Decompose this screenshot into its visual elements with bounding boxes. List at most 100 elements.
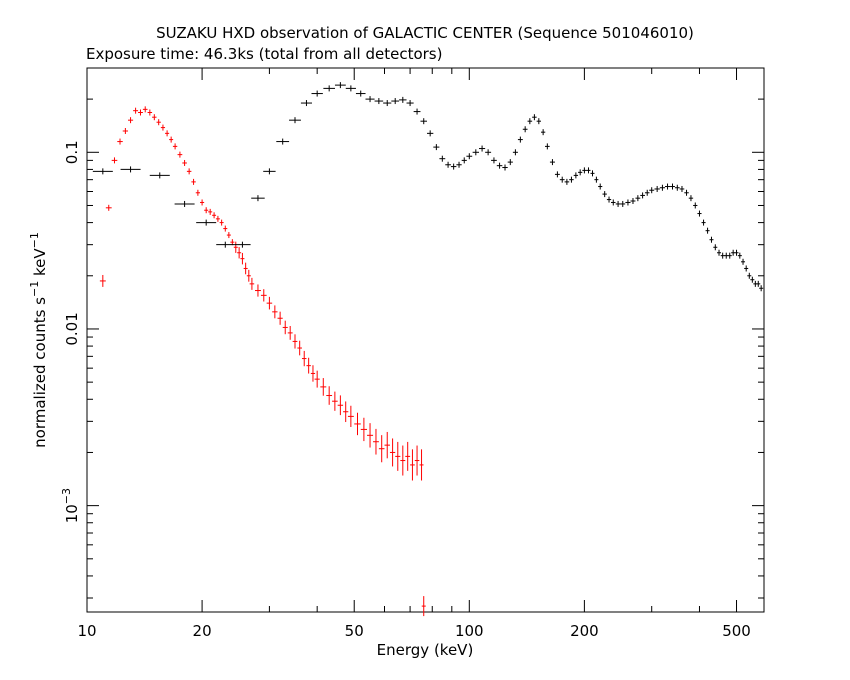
data-point (365, 96, 375, 103)
data-point (466, 153, 473, 160)
data-point (260, 289, 267, 302)
data-point (598, 183, 603, 190)
data-point (395, 441, 401, 471)
data-point (399, 96, 407, 103)
data-point (287, 326, 293, 340)
data-point (219, 219, 224, 226)
data-point (360, 417, 368, 442)
data-point (615, 200, 621, 207)
data-point (479, 145, 486, 152)
data-point (355, 90, 366, 97)
data-point (160, 124, 166, 131)
data-point (152, 114, 157, 121)
data-point (541, 129, 546, 136)
data-point (212, 212, 217, 219)
data-point (485, 149, 492, 156)
y-tick-label-base: 0.1 (63, 140, 81, 164)
data-point (491, 157, 497, 164)
x-tick-label: 200 (570, 622, 599, 640)
data-point (243, 262, 248, 275)
data-point (240, 252, 245, 265)
data-point (92, 168, 113, 175)
data-point (554, 171, 560, 178)
data-point (496, 162, 503, 169)
data-point (569, 176, 574, 183)
data-point (419, 449, 424, 481)
data-point (705, 227, 710, 234)
data-point (433, 144, 440, 151)
data-point (717, 249, 722, 256)
data-point (679, 185, 685, 192)
data-point (117, 138, 123, 145)
data-point (254, 284, 261, 297)
data-point (693, 202, 698, 209)
y-axis-ticks (87, 67, 764, 599)
data-point (234, 241, 251, 248)
y-axis-tick-labels: 0.1 0.01 10−3 (60, 140, 81, 523)
data-point (174, 200, 195, 207)
data-point (578, 169, 583, 176)
series-1 (99, 106, 426, 617)
data-point (536, 118, 542, 125)
data-point (301, 350, 307, 367)
data-point (727, 252, 732, 259)
data-point (354, 412, 361, 436)
data-point (564, 178, 570, 185)
data-point (314, 370, 320, 388)
data-series (92, 82, 764, 617)
data-point (750, 276, 755, 283)
y-tick-label: 10−3 (60, 488, 81, 523)
data-point (111, 157, 118, 164)
data-point (630, 198, 636, 205)
data-point (300, 100, 312, 107)
data-point (413, 108, 421, 115)
data-point (756, 280, 761, 287)
data-point (532, 114, 537, 121)
data-point (586, 167, 591, 174)
x-tick-label: 10 (77, 622, 96, 640)
data-point (226, 232, 231, 239)
chart-title: SUZAKU HXD observation of GALACTIC CENTE… (156, 24, 694, 42)
data-point (507, 159, 513, 166)
data-point (196, 219, 217, 226)
series-2 (92, 82, 764, 292)
data-point (216, 241, 235, 248)
x-tick-label: 20 (193, 622, 212, 640)
x-axis-tick-labels: 10 20 50 100 200 500 (77, 622, 750, 640)
data-point (297, 340, 302, 356)
data-point (709, 236, 714, 243)
data-point (410, 449, 415, 481)
data-point (582, 167, 587, 174)
data-point (635, 195, 641, 202)
data-point (378, 435, 385, 463)
data-point (120, 166, 141, 173)
data-point (527, 118, 533, 125)
data-point (191, 178, 196, 185)
data-point (332, 391, 338, 411)
data-point (383, 100, 392, 107)
y-tick-label-exp: −3 (60, 488, 73, 504)
data-point (400, 445, 406, 476)
data-point (747, 272, 752, 279)
data-point (172, 143, 178, 150)
data-point (249, 277, 255, 290)
data-point (389, 438, 396, 467)
plot-frame (86, 67, 765, 613)
data-point (559, 176, 565, 183)
data-point (472, 149, 480, 156)
data-point (182, 159, 187, 166)
data-point (445, 161, 451, 168)
data-point (237, 247, 242, 259)
data-point (147, 109, 153, 116)
data-point (289, 117, 301, 124)
data-point (320, 378, 327, 396)
data-point (590, 170, 595, 177)
data-point (713, 244, 718, 251)
data-point (734, 249, 739, 256)
data-point (276, 138, 290, 145)
data-point (156, 119, 161, 126)
data-point (133, 107, 139, 114)
data-point (195, 189, 201, 196)
y-tick-label: 0.01 (63, 312, 81, 345)
data-point (744, 265, 749, 272)
